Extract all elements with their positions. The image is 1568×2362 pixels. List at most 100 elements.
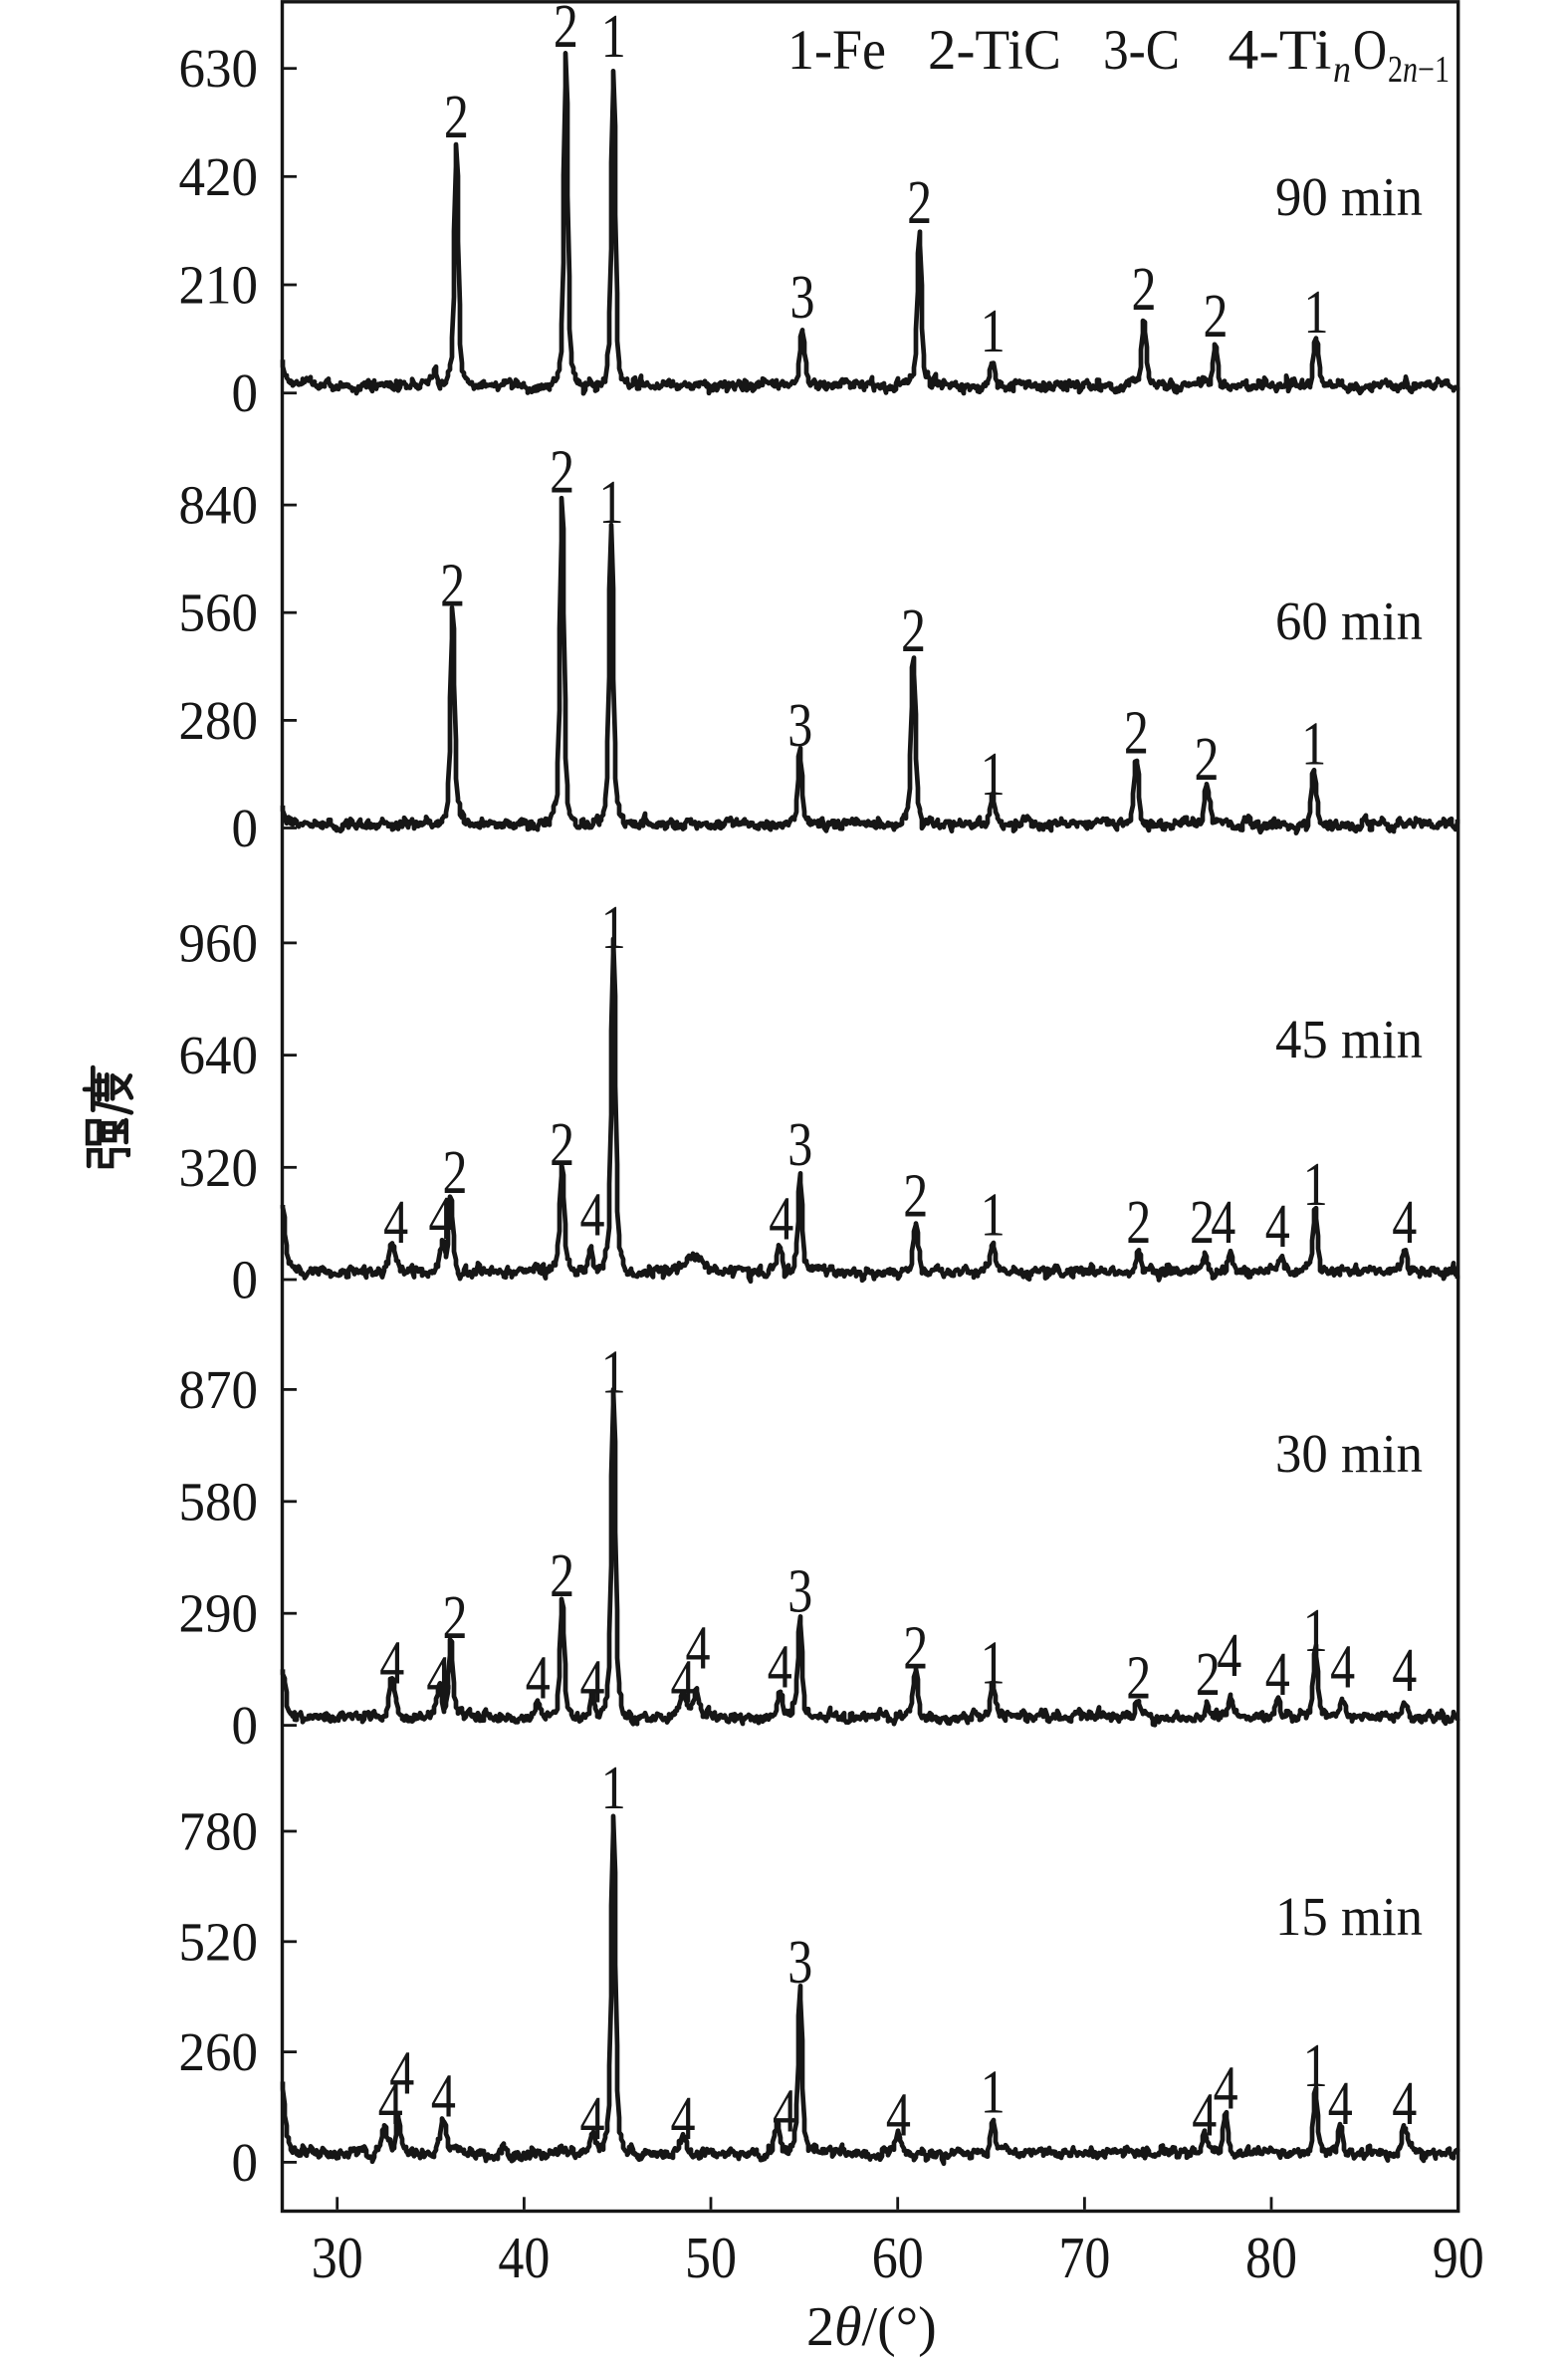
- svg-text:40: 40: [498, 2225, 550, 2290]
- svg-text:3-C: 3-C: [1103, 19, 1180, 82]
- svg-text:0: 0: [232, 1695, 259, 1756]
- svg-text:2n−1: 2n−1: [1388, 49, 1450, 91]
- svg-text:4: 4: [1265, 1641, 1290, 1709]
- svg-text:4-Ti: 4-Ti: [1229, 19, 1332, 82]
- svg-text:4: 4: [769, 1185, 793, 1253]
- svg-text:2: 2: [550, 1111, 574, 1179]
- svg-text:2: 2: [444, 84, 469, 151]
- svg-text:1: 1: [981, 298, 1006, 365]
- svg-text:2-TiC: 2-TiC: [928, 19, 1061, 82]
- svg-text:1: 1: [601, 894, 626, 962]
- svg-text:210: 210: [179, 255, 259, 316]
- svg-text:1: 1: [1304, 279, 1329, 347]
- svg-text:4: 4: [526, 1645, 551, 1713]
- svg-text:3: 3: [787, 692, 812, 760]
- svg-text:4: 4: [383, 1189, 408, 1257]
- svg-text:2: 2: [1126, 1645, 1151, 1713]
- svg-text:1: 1: [601, 1338, 626, 1406]
- svg-text:30: 30: [312, 2225, 363, 2290]
- svg-text:3: 3: [787, 1929, 812, 1997]
- svg-text:4: 4: [426, 1645, 451, 1713]
- svg-text:960: 960: [179, 912, 259, 973]
- svg-text:1: 1: [1303, 1597, 1328, 1665]
- svg-text:870: 870: [179, 1359, 259, 1420]
- svg-text:4: 4: [768, 1633, 792, 1701]
- svg-text:1: 1: [981, 2059, 1006, 2127]
- svg-text:2: 2: [901, 597, 926, 665]
- svg-text:0: 0: [232, 798, 259, 858]
- svg-text:4: 4: [886, 2081, 911, 2149]
- svg-text:260: 260: [179, 2021, 259, 2082]
- svg-text:2: 2: [554, 0, 578, 61]
- svg-text:840: 840: [179, 475, 259, 536]
- svg-text:4: 4: [1217, 1622, 1241, 1690]
- svg-text:90 min: 90 min: [1275, 166, 1423, 227]
- svg-text:4: 4: [580, 1649, 605, 1717]
- svg-text:15 min: 15 min: [1275, 1886, 1423, 1947]
- svg-text:O: O: [1353, 19, 1387, 82]
- svg-text:4: 4: [1330, 1633, 1355, 1701]
- svg-text:80: 80: [1245, 2225, 1297, 2290]
- svg-text:3: 3: [790, 264, 815, 332]
- svg-text:4: 4: [429, 1185, 454, 1253]
- svg-text:4: 4: [1392, 2070, 1417, 2138]
- svg-text:420: 420: [179, 146, 259, 207]
- svg-text:2: 2: [1190, 1189, 1215, 1257]
- svg-text:560: 560: [179, 583, 259, 643]
- svg-text:2: 2: [1196, 1641, 1221, 1709]
- svg-text:0: 0: [232, 362, 259, 423]
- svg-text:90: 90: [1433, 2225, 1484, 2290]
- svg-text:2: 2: [550, 439, 574, 507]
- svg-text:1: 1: [981, 1630, 1006, 1698]
- svg-text:320: 320: [179, 1137, 259, 1198]
- svg-text:2: 2: [1204, 283, 1229, 351]
- svg-text:1: 1: [981, 1182, 1006, 1250]
- svg-text:4: 4: [431, 2062, 456, 2130]
- svg-text:4: 4: [389, 2040, 414, 2108]
- svg-text:2θ/(°): 2θ/(°): [806, 2296, 937, 2358]
- svg-text:1: 1: [1303, 2032, 1328, 2100]
- svg-text:580: 580: [179, 1471, 259, 1532]
- svg-text:70: 70: [1058, 2225, 1110, 2290]
- svg-text:1: 1: [981, 741, 1006, 809]
- svg-text:2: 2: [1126, 1189, 1151, 1257]
- svg-text:2: 2: [443, 1139, 468, 1207]
- svg-text:45 min: 45 min: [1275, 1009, 1423, 1069]
- svg-text:280: 280: [179, 690, 259, 751]
- svg-text:0: 0: [232, 1250, 259, 1310]
- svg-text:4: 4: [1392, 1637, 1417, 1705]
- svg-text:50: 50: [685, 2225, 737, 2290]
- svg-text:0: 0: [232, 2132, 259, 2193]
- svg-text:30 min: 30 min: [1275, 1423, 1423, 1484]
- svg-text:4: 4: [1265, 1193, 1290, 1261]
- svg-text:4: 4: [1392, 1189, 1417, 1257]
- svg-text:290: 290: [179, 1583, 259, 1644]
- svg-text:3: 3: [787, 1557, 812, 1625]
- svg-text:2: 2: [903, 1163, 928, 1231]
- svg-text:n: n: [1333, 49, 1351, 91]
- svg-text:780: 780: [179, 1801, 259, 1862]
- svg-text:2: 2: [550, 1542, 574, 1610]
- svg-text:2: 2: [1124, 699, 1149, 767]
- svg-text:4: 4: [1192, 2081, 1217, 2149]
- svg-text:4: 4: [773, 2078, 797, 2146]
- svg-text:1: 1: [601, 1755, 626, 1822]
- svg-text:4: 4: [580, 1182, 605, 1250]
- svg-text:1: 1: [601, 3, 626, 71]
- svg-text:2: 2: [1195, 726, 1220, 794]
- svg-text:4: 4: [671, 1649, 696, 1717]
- svg-text:4: 4: [580, 2085, 605, 2153]
- svg-text:2: 2: [1132, 256, 1157, 324]
- svg-text:60: 60: [872, 2225, 924, 2290]
- svg-text:1: 1: [1301, 711, 1326, 779]
- svg-text:1-Fe: 1-Fe: [787, 19, 886, 82]
- svg-text:4: 4: [378, 2070, 403, 2138]
- svg-text:520: 520: [179, 1911, 259, 1972]
- svg-text:2: 2: [907, 169, 932, 237]
- svg-text:4: 4: [379, 1630, 404, 1698]
- svg-text:4: 4: [671, 2085, 696, 2153]
- svg-text:2: 2: [443, 1584, 468, 1652]
- svg-text:630: 630: [179, 38, 259, 99]
- svg-text:4: 4: [686, 1614, 711, 1682]
- svg-text:4: 4: [1211, 1189, 1235, 1257]
